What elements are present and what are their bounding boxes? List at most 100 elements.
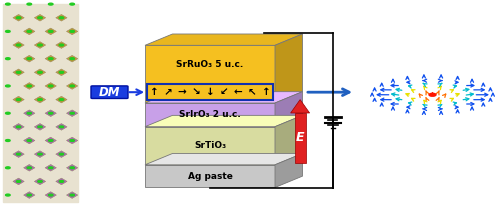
Circle shape (48, 167, 53, 169)
Circle shape (59, 17, 64, 19)
Circle shape (27, 30, 32, 32)
Circle shape (6, 140, 10, 142)
Circle shape (70, 139, 74, 142)
Circle shape (38, 126, 43, 128)
Polygon shape (13, 14, 24, 21)
Text: ↘: ↘ (192, 87, 200, 97)
Polygon shape (275, 115, 302, 165)
Polygon shape (56, 96, 67, 103)
Polygon shape (45, 28, 56, 35)
Circle shape (6, 3, 10, 5)
Polygon shape (56, 69, 67, 76)
Polygon shape (145, 92, 302, 103)
Circle shape (27, 30, 32, 32)
Polygon shape (145, 115, 302, 127)
Circle shape (27, 85, 32, 87)
Polygon shape (56, 124, 67, 130)
Text: SrTiO₃: SrTiO₃ (194, 141, 226, 150)
Circle shape (27, 85, 32, 87)
Polygon shape (66, 55, 78, 62)
Circle shape (16, 153, 21, 155)
Circle shape (48, 58, 53, 60)
Circle shape (38, 126, 43, 128)
Polygon shape (13, 178, 24, 185)
Circle shape (70, 167, 74, 169)
Circle shape (48, 30, 53, 32)
Circle shape (16, 17, 21, 19)
Circle shape (27, 58, 32, 60)
Polygon shape (66, 110, 78, 117)
Polygon shape (290, 100, 310, 113)
Polygon shape (34, 178, 46, 185)
Circle shape (48, 194, 53, 196)
Circle shape (70, 112, 74, 114)
Polygon shape (13, 42, 24, 48)
Polygon shape (66, 192, 78, 198)
Circle shape (6, 30, 10, 32)
Circle shape (70, 30, 74, 32)
Circle shape (59, 180, 64, 182)
Polygon shape (145, 34, 302, 45)
Polygon shape (24, 192, 35, 198)
Polygon shape (34, 96, 46, 103)
Circle shape (27, 58, 32, 60)
Polygon shape (56, 42, 67, 48)
Circle shape (6, 194, 10, 196)
Polygon shape (34, 151, 46, 158)
Polygon shape (56, 178, 67, 185)
Polygon shape (275, 153, 302, 187)
Circle shape (59, 126, 64, 128)
Text: ↖: ↖ (248, 87, 256, 97)
Polygon shape (24, 164, 35, 171)
Circle shape (27, 194, 32, 196)
Polygon shape (145, 165, 275, 187)
Polygon shape (34, 14, 46, 21)
Circle shape (27, 194, 32, 196)
Polygon shape (13, 151, 24, 158)
Circle shape (38, 180, 43, 183)
Polygon shape (66, 83, 78, 89)
Circle shape (6, 167, 10, 169)
Polygon shape (34, 69, 46, 76)
Polygon shape (275, 34, 302, 103)
Circle shape (16, 71, 21, 73)
Circle shape (59, 17, 64, 19)
Polygon shape (13, 124, 24, 130)
Circle shape (48, 112, 53, 114)
Polygon shape (145, 103, 275, 127)
Text: SrIrO₃ 2 u.c.: SrIrO₃ 2 u.c. (179, 110, 241, 119)
Circle shape (48, 58, 53, 60)
Polygon shape (66, 164, 78, 171)
Circle shape (59, 44, 64, 46)
Polygon shape (45, 164, 56, 171)
Circle shape (38, 153, 43, 155)
FancyBboxPatch shape (91, 86, 128, 98)
Circle shape (70, 85, 74, 87)
Circle shape (59, 99, 64, 101)
Text: →: → (178, 87, 186, 97)
Text: ↓: ↓ (206, 87, 214, 97)
Circle shape (59, 153, 64, 155)
Circle shape (48, 30, 53, 32)
Polygon shape (13, 69, 24, 76)
Circle shape (16, 126, 21, 128)
Circle shape (70, 3, 74, 5)
Circle shape (38, 99, 43, 101)
Polygon shape (56, 151, 67, 158)
Polygon shape (275, 92, 302, 127)
Polygon shape (34, 124, 46, 130)
Circle shape (27, 139, 32, 142)
Circle shape (48, 194, 53, 196)
Circle shape (429, 93, 436, 96)
Text: ↙: ↙ (220, 87, 228, 97)
Circle shape (27, 112, 32, 114)
Text: ↑: ↑ (150, 87, 158, 97)
Circle shape (70, 194, 74, 196)
Circle shape (27, 112, 32, 114)
Polygon shape (66, 137, 78, 144)
Polygon shape (294, 113, 306, 163)
Circle shape (16, 17, 21, 19)
Circle shape (48, 167, 53, 169)
Polygon shape (145, 153, 302, 165)
Circle shape (59, 153, 64, 155)
